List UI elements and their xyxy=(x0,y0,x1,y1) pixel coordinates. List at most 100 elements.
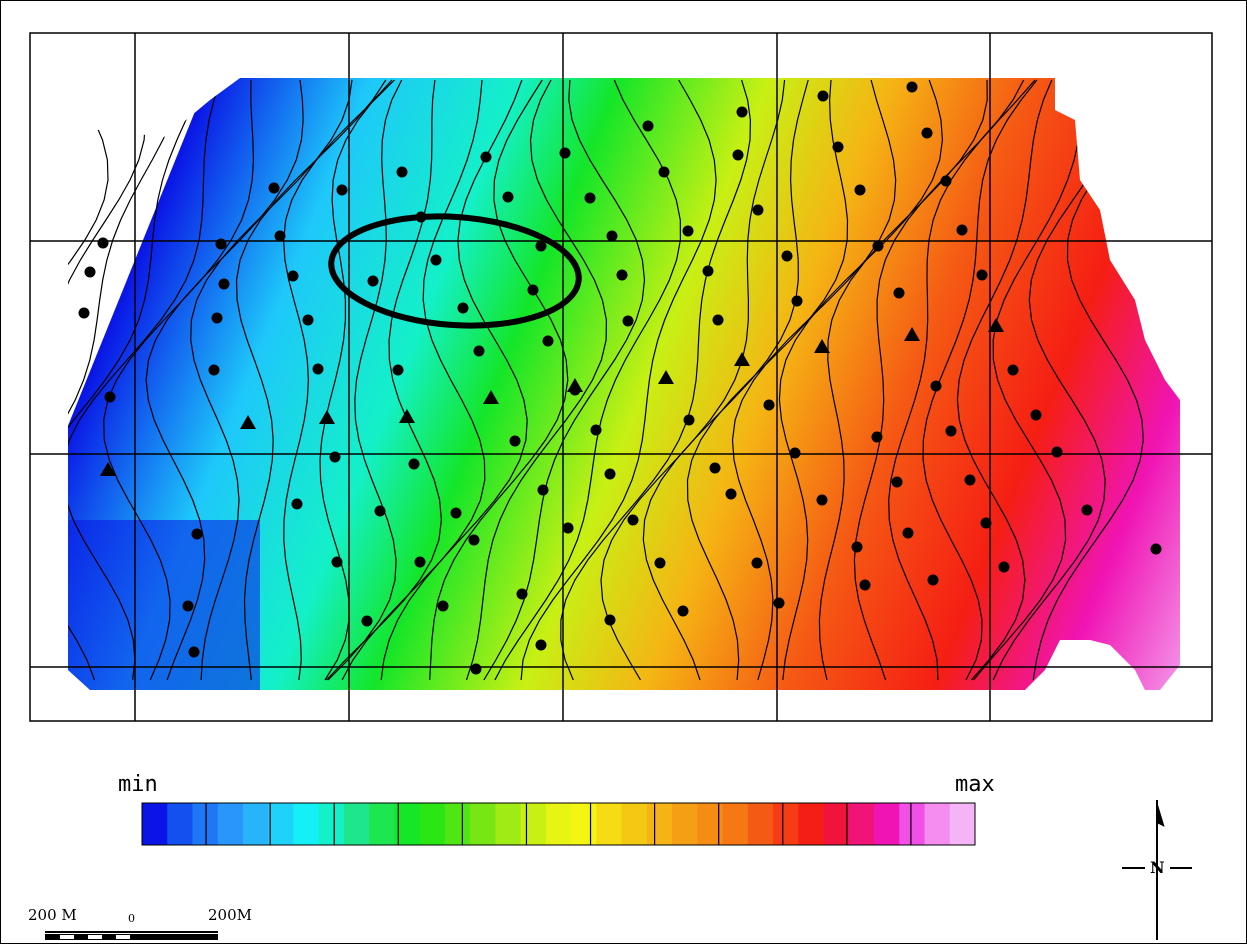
well-dot xyxy=(736,106,748,118)
contour-line xyxy=(973,79,1089,681)
legend-swatch xyxy=(874,803,900,845)
well-dot xyxy=(302,314,314,326)
legend-swatch xyxy=(545,803,572,845)
scale-zero-label: 0 xyxy=(128,912,135,925)
contour-line xyxy=(956,79,1053,681)
contour-line xyxy=(560,79,752,681)
triangle-marker xyxy=(483,390,499,404)
well-dot xyxy=(1007,364,1019,376)
well-dot xyxy=(84,266,96,278)
triangle-marker xyxy=(988,318,1004,332)
legend-swatch xyxy=(747,803,774,845)
scale-right-label: 200M xyxy=(208,906,252,924)
contour-line xyxy=(429,79,569,681)
legend-swatch xyxy=(293,803,320,845)
well-dot xyxy=(763,399,775,411)
contour-line xyxy=(341,79,486,681)
well-dot xyxy=(956,224,968,236)
well-dot xyxy=(940,175,952,187)
legend-swatch xyxy=(192,803,219,845)
legend-swatch xyxy=(242,803,269,845)
contour-line xyxy=(319,79,393,681)
contour-line xyxy=(68,79,109,681)
contour-line xyxy=(103,79,255,681)
well-dot xyxy=(291,498,303,510)
legend-swatch xyxy=(571,803,597,845)
triangle-marker xyxy=(100,462,116,476)
well-dot xyxy=(537,484,549,496)
well-dot xyxy=(1081,504,1093,516)
well-dot xyxy=(191,528,203,540)
well-dot xyxy=(927,574,939,586)
well-dot xyxy=(871,431,883,443)
well-dot xyxy=(642,120,654,132)
legend-swatch xyxy=(646,803,673,845)
contour-line xyxy=(68,79,221,681)
color-legend xyxy=(141,802,976,846)
well-dot xyxy=(211,312,223,324)
well-dot xyxy=(336,184,348,196)
contour-line xyxy=(922,79,1038,681)
triangle-markers xyxy=(100,318,1004,476)
well-dot xyxy=(622,315,634,327)
legend-swatch xyxy=(848,803,875,845)
contour-line xyxy=(380,79,528,681)
well-dot xyxy=(392,364,404,376)
well-dot xyxy=(604,614,616,626)
scale-bar xyxy=(45,931,218,940)
well-dot xyxy=(509,435,521,447)
north-arrow-icon xyxy=(1122,800,1192,940)
well-dot xyxy=(374,505,386,517)
well-dot xyxy=(559,147,571,159)
well-dot xyxy=(751,557,763,569)
well-dot xyxy=(457,302,469,314)
legend-swatch xyxy=(823,803,850,845)
contour-lines xyxy=(68,79,1167,681)
well-dot xyxy=(535,639,547,651)
legend-swatch xyxy=(899,803,926,845)
color-field xyxy=(68,78,1180,690)
legend-max-label: max xyxy=(955,772,995,797)
well-dot xyxy=(584,192,596,204)
well-dot xyxy=(930,380,942,392)
well-dot xyxy=(816,494,828,506)
legend-swatch xyxy=(343,803,370,845)
well-dot xyxy=(781,250,793,262)
well-dot xyxy=(606,230,618,242)
well-dot xyxy=(998,561,1010,573)
well-dot xyxy=(677,605,689,617)
contour-line xyxy=(68,79,205,681)
well-dot xyxy=(218,278,230,290)
contour-line xyxy=(520,79,717,681)
well-dot xyxy=(1030,409,1042,421)
legend-swatch xyxy=(217,803,244,845)
legend-swatch xyxy=(924,803,951,845)
well-dot xyxy=(329,451,341,463)
well-dot xyxy=(430,254,442,266)
legend-min-label: min xyxy=(118,772,158,797)
legend-swatch xyxy=(142,803,168,845)
well-dot xyxy=(408,458,420,470)
well-dot xyxy=(78,307,90,319)
well-dot xyxy=(470,663,482,675)
well-dot xyxy=(832,141,844,153)
well-dot xyxy=(527,284,539,296)
legend-swatch xyxy=(167,803,193,845)
well-dot xyxy=(980,517,992,529)
well-dot xyxy=(188,646,200,658)
triangle-marker xyxy=(319,410,335,424)
contour-line xyxy=(686,79,849,681)
north-label: N xyxy=(1150,858,1165,877)
scale-left-label: 200 M xyxy=(28,906,77,924)
legend-swatch xyxy=(520,803,547,845)
well-dot xyxy=(616,269,628,281)
well-dot xyxy=(725,488,737,500)
contour-line xyxy=(494,79,682,681)
contour-line xyxy=(282,79,395,681)
well-dot xyxy=(773,597,785,609)
legend-swatch xyxy=(444,803,471,845)
legend-swatch xyxy=(268,803,294,845)
well-dot xyxy=(976,269,988,281)
well-dot xyxy=(215,238,227,250)
